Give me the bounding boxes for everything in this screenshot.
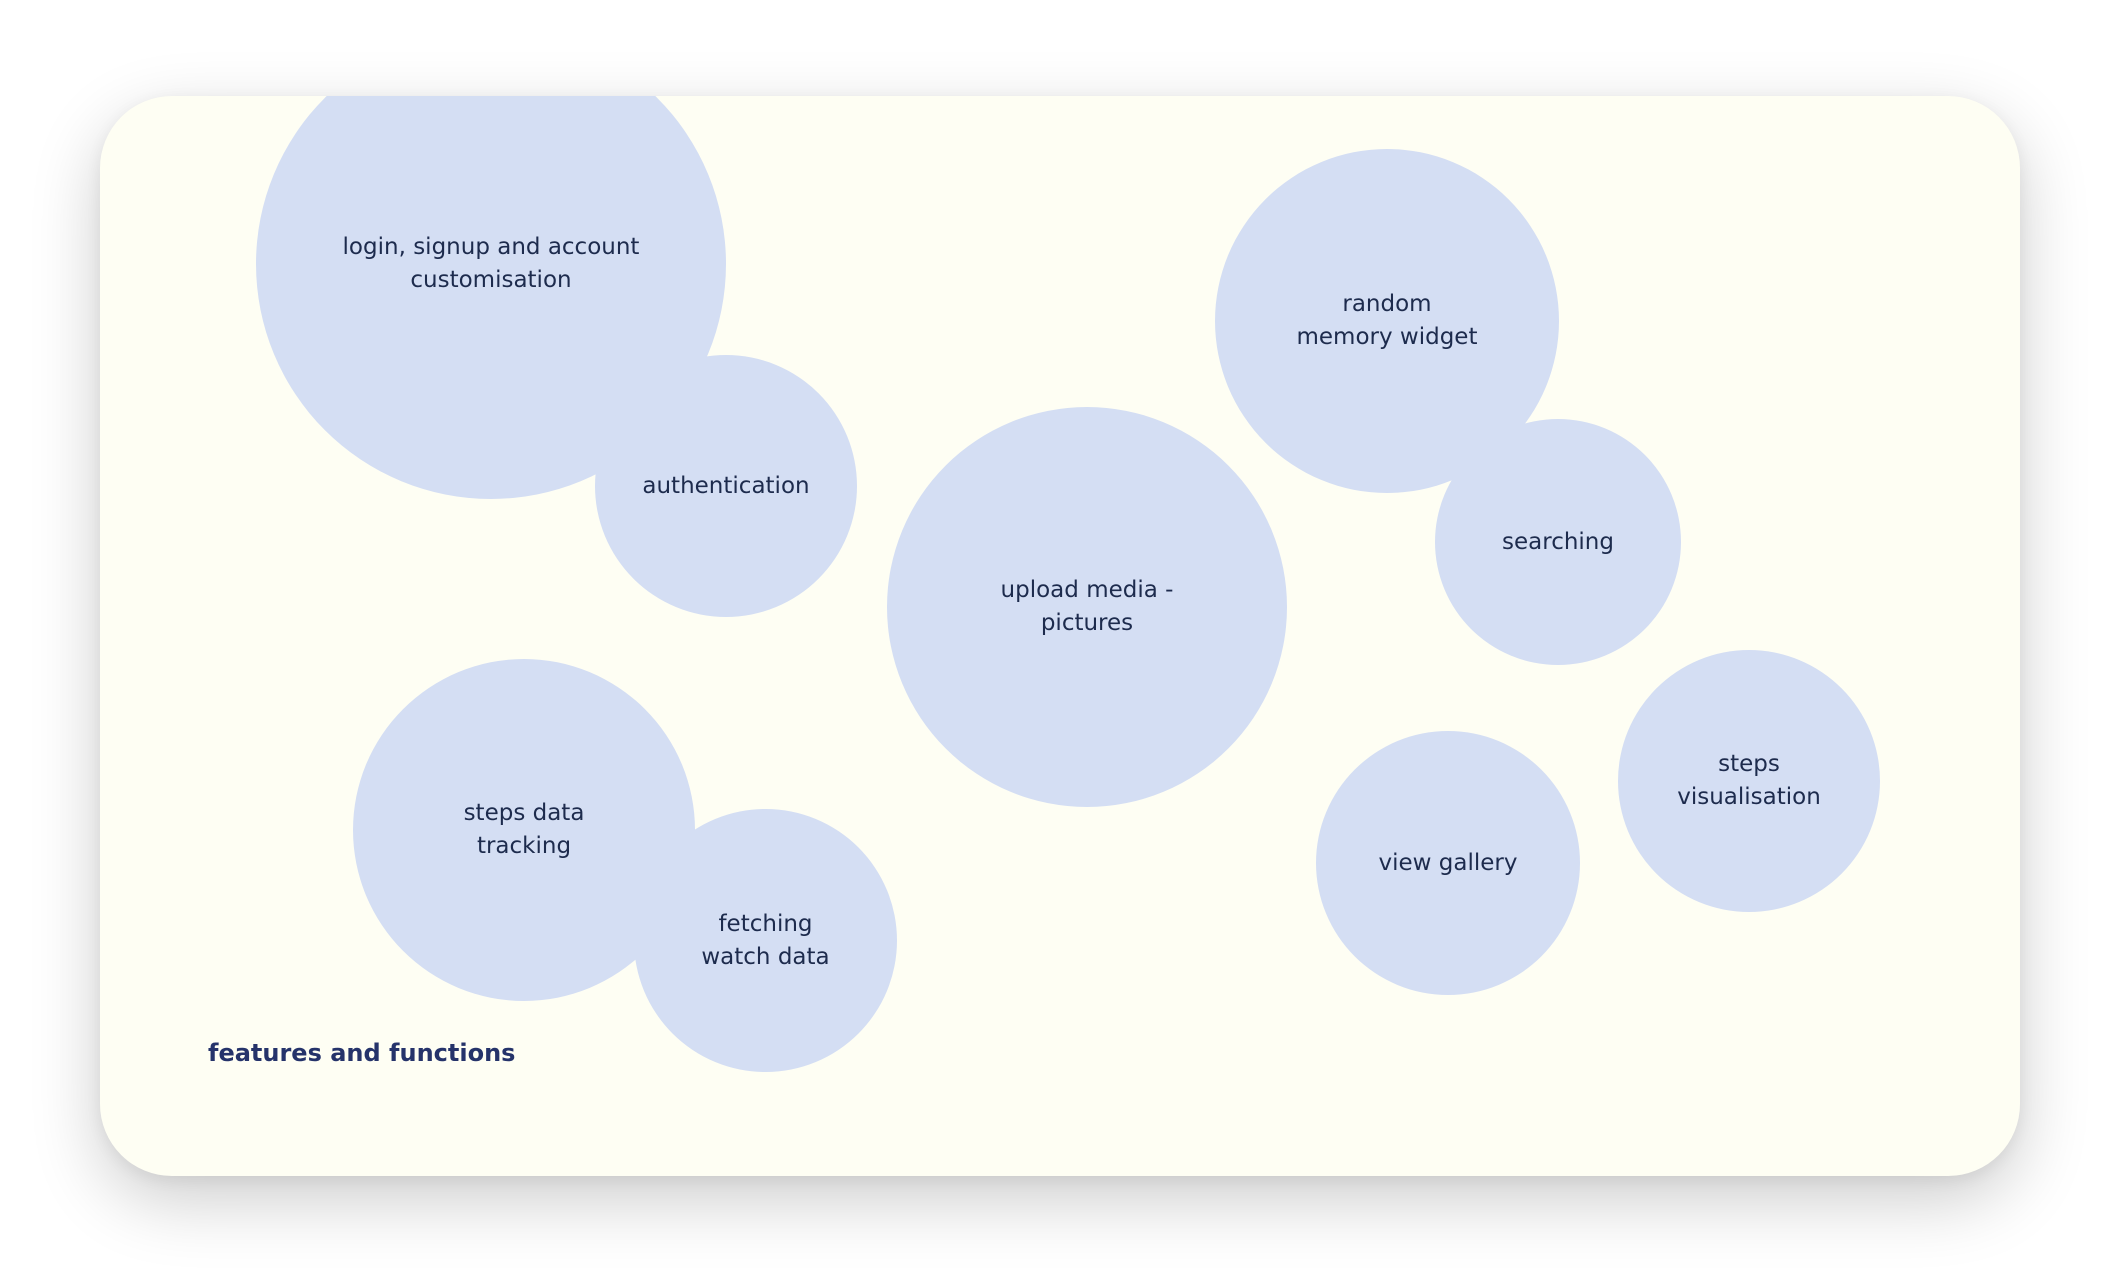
view-gallery-label: view gallery (1378, 849, 1518, 876)
diagram-caption: features and functions (208, 1039, 516, 1067)
upload-media-bubble: upload media - pictures (887, 407, 1287, 807)
authentication-bubble: authentication (595, 355, 857, 617)
upload-media-label: upload media - pictures (1000, 577, 1174, 636)
random-memory-widget-label: random memory widget (1296, 291, 1478, 350)
searching-label: searching (1502, 528, 1614, 555)
login-signup-bubble: login, signup and account customisation (256, 96, 726, 499)
login-signup-label: login, signup and account customisation (342, 234, 640, 293)
view-gallery-bubble: view gallery (1316, 731, 1580, 995)
authentication-label: authentication (642, 472, 810, 499)
searching-bubble: searching (1435, 419, 1681, 665)
steps-data-tracking-label: steps data tracking (463, 800, 585, 859)
fetching-watch-data-bubble: fetching watch data (634, 809, 897, 1072)
fetching-watch-data-label: fetching watch data (701, 910, 830, 970)
diagram-canvas: login, signup and account customisation … (100, 96, 2020, 1176)
steps-visualisation-label: steps visualisation (1677, 751, 1821, 810)
steps-visualisation-bubble: steps visualisation (1618, 650, 1880, 912)
